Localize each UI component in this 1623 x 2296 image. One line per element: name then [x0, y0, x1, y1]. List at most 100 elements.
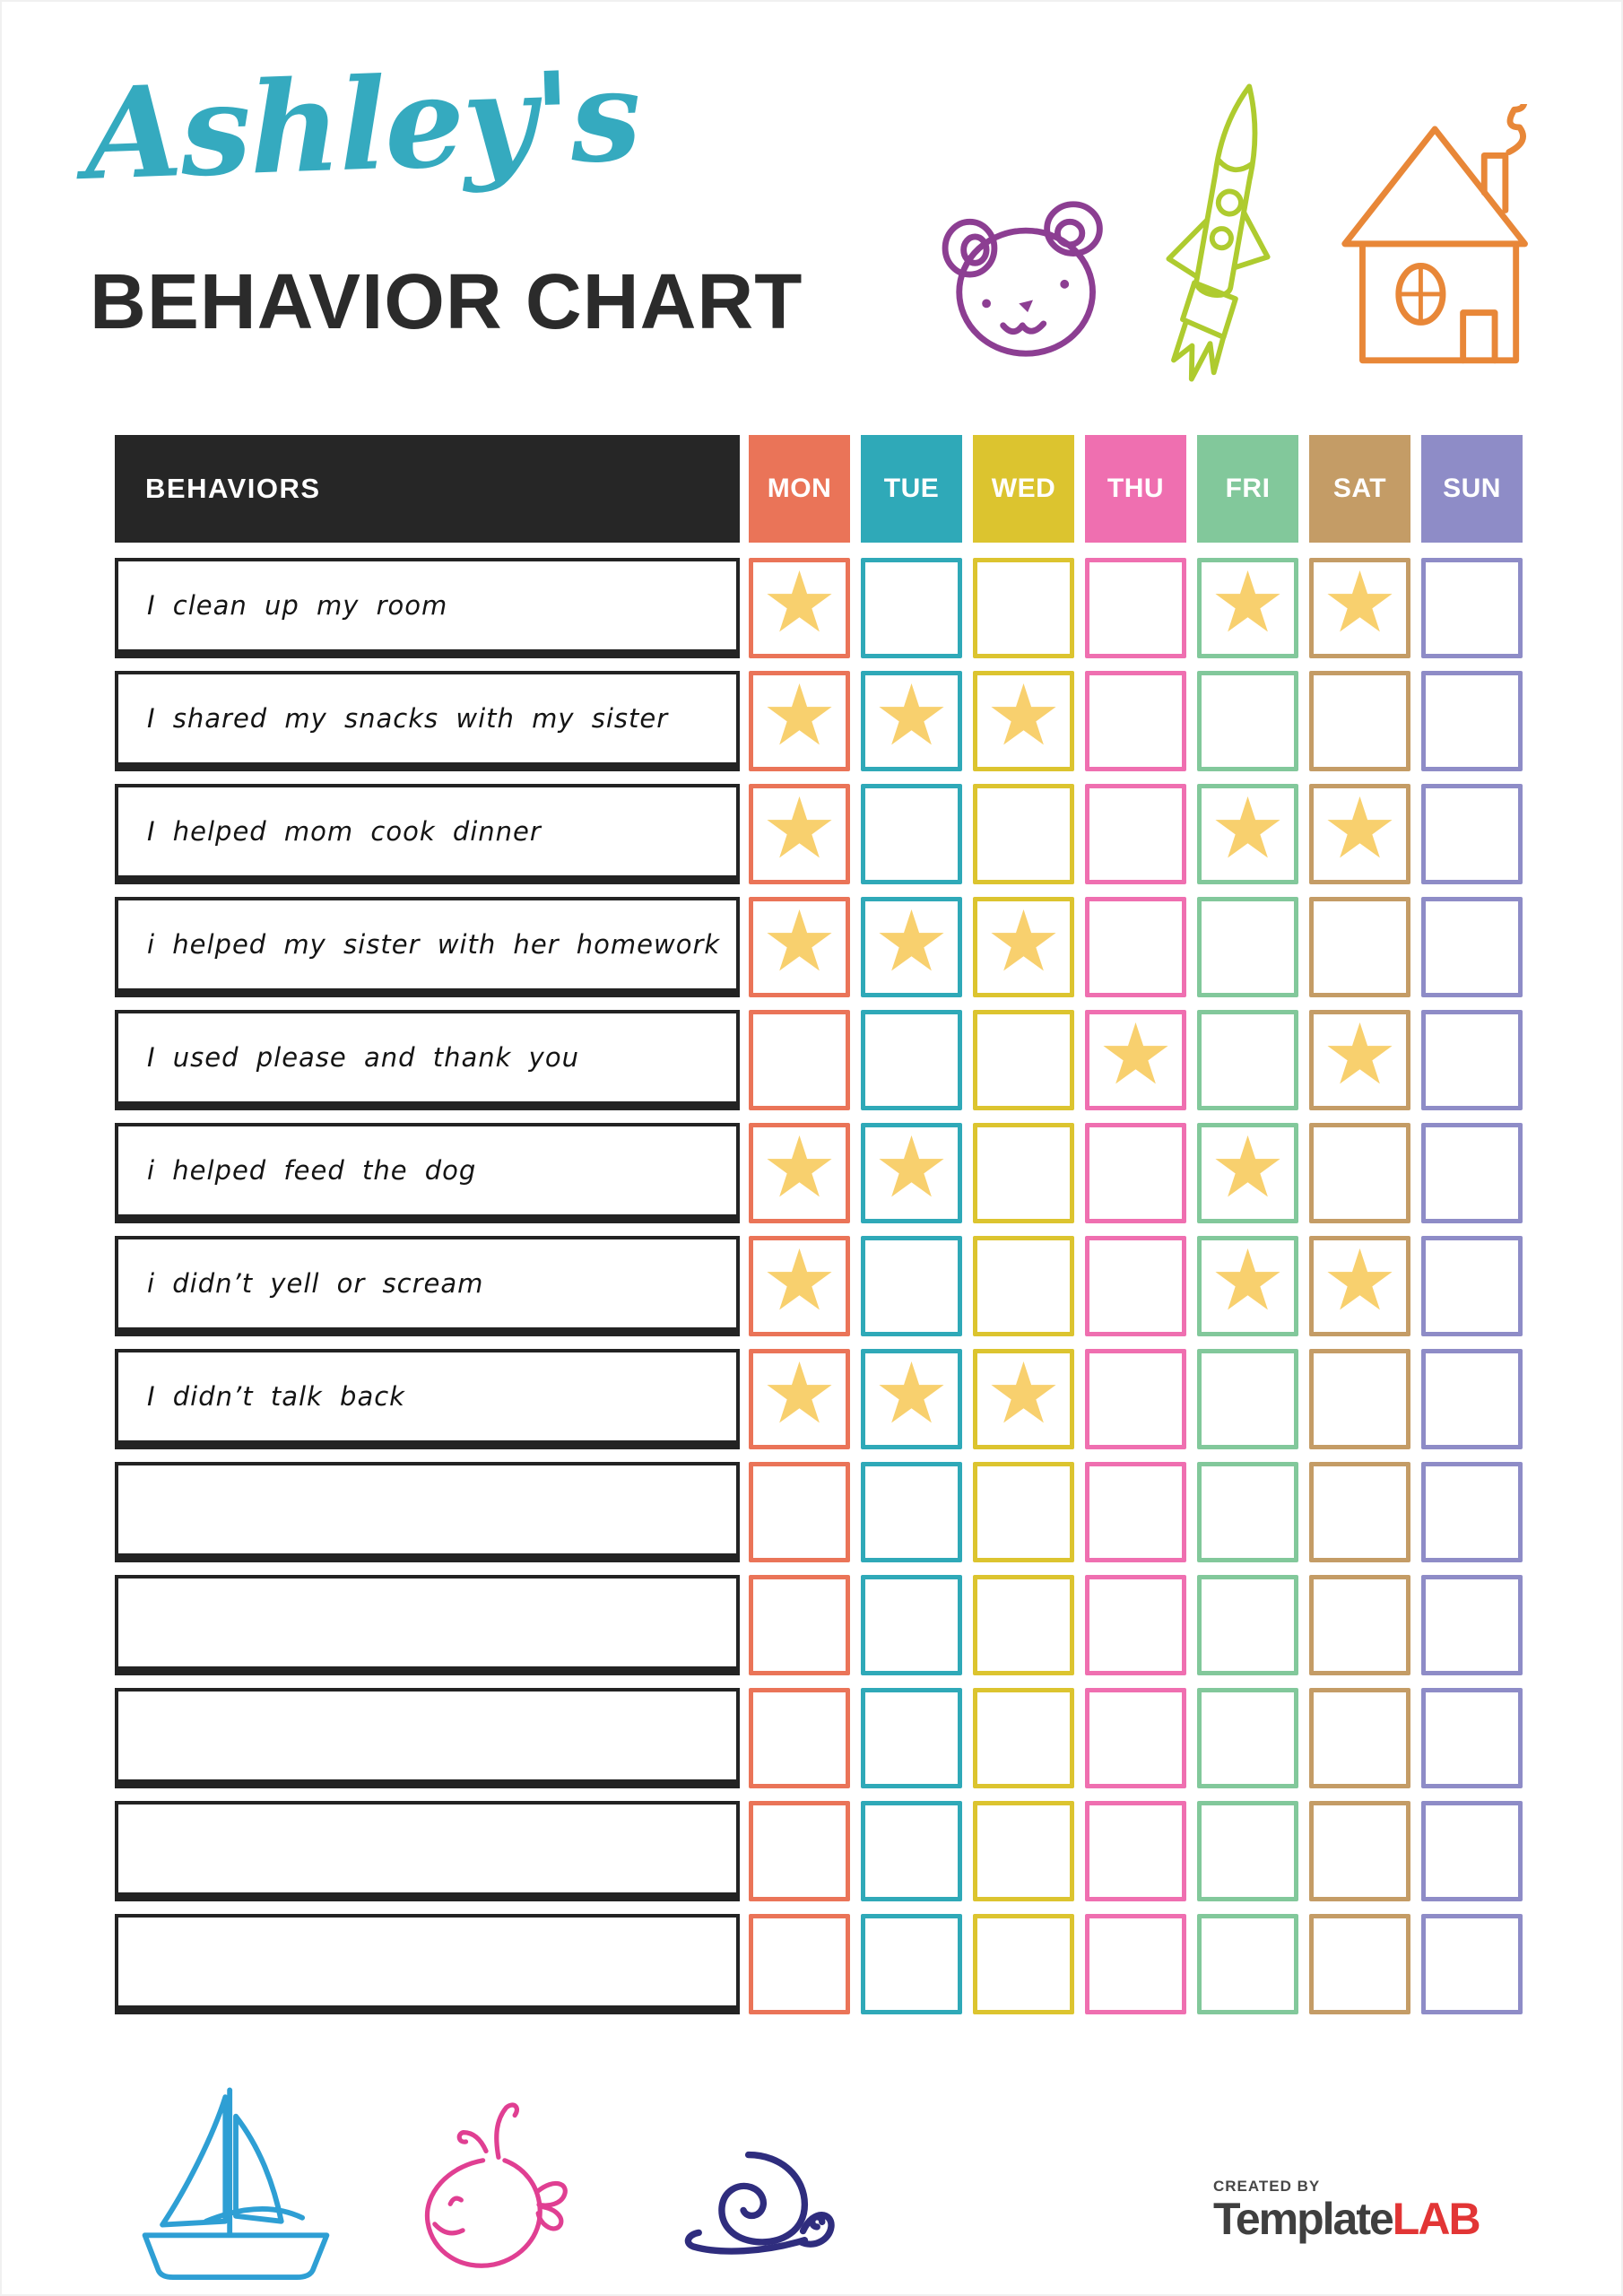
cell-row5-sun[interactable] [1421, 1010, 1523, 1110]
cell-row3-tue[interactable] [861, 784, 962, 884]
cell-row10-mon[interactable] [749, 1575, 850, 1675]
cell-row6-thu[interactable] [1085, 1123, 1186, 1223]
cell-row13-tue[interactable] [861, 1914, 962, 2014]
cell-row11-sat[interactable] [1309, 1688, 1410, 1788]
behavior-label-box[interactable]: i didn’t yell or scream [115, 1236, 740, 1336]
cell-row9-sun[interactable] [1421, 1462, 1523, 1562]
cell-row4-mon[interactable]: ★ [749, 897, 850, 997]
cell-row2-fri[interactable] [1197, 671, 1298, 771]
cell-row12-sun[interactable] [1421, 1801, 1523, 1901]
cell-row12-tue[interactable] [861, 1801, 962, 1901]
cell-row7-sun[interactable] [1421, 1236, 1523, 1336]
cell-row2-mon[interactable]: ★ [749, 671, 850, 771]
cell-row6-sat[interactable] [1309, 1123, 1410, 1223]
cell-row4-sun[interactable] [1421, 897, 1523, 997]
cell-row5-thu[interactable]: ★ [1085, 1010, 1186, 1110]
cell-row3-sun[interactable] [1421, 784, 1523, 884]
cell-row11-thu[interactable] [1085, 1688, 1186, 1788]
behavior-label-box[interactable]: I clean up my room [115, 558, 740, 658]
behavior-label-box[interactable]: I shared my snacks with my sister [115, 671, 740, 771]
cell-row8-sun[interactable] [1421, 1349, 1523, 1449]
cell-row1-fri[interactable]: ★ [1197, 558, 1298, 658]
cell-row6-sun[interactable] [1421, 1123, 1523, 1223]
cell-row7-mon[interactable]: ★ [749, 1236, 850, 1336]
cell-row1-thu[interactable] [1085, 558, 1186, 658]
behavior-label-box[interactable]: i helped my sister with her homework [115, 897, 740, 997]
cell-row3-wed[interactable] [973, 784, 1074, 884]
cell-row13-sat[interactable] [1309, 1914, 1410, 2014]
cell-row11-tue[interactable] [861, 1688, 962, 1788]
behavior-label-box[interactable] [115, 1575, 740, 1675]
cell-row11-wed[interactable] [973, 1688, 1074, 1788]
cell-row5-mon[interactable] [749, 1010, 850, 1110]
cell-row12-fri[interactable] [1197, 1801, 1298, 1901]
cell-row8-thu[interactable] [1085, 1349, 1186, 1449]
cell-row4-wed[interactable]: ★ [973, 897, 1074, 997]
cell-row9-wed[interactable] [973, 1462, 1074, 1562]
cell-row1-sat[interactable]: ★ [1309, 558, 1410, 658]
cell-row8-wed[interactable]: ★ [973, 1349, 1074, 1449]
cell-row6-mon[interactable]: ★ [749, 1123, 850, 1223]
cell-row4-fri[interactable] [1197, 897, 1298, 997]
cell-row10-thu[interactable] [1085, 1575, 1186, 1675]
cell-row8-mon[interactable]: ★ [749, 1349, 850, 1449]
behavior-label-box[interactable]: i helped feed the dog [115, 1123, 740, 1223]
behavior-label-box[interactable]: I used please and thank you [115, 1010, 740, 1110]
cell-row3-fri[interactable]: ★ [1197, 784, 1298, 884]
cell-row5-sat[interactable]: ★ [1309, 1010, 1410, 1110]
cell-row2-sat[interactable] [1309, 671, 1410, 771]
cell-row6-tue[interactable]: ★ [861, 1123, 962, 1223]
cell-row3-sat[interactable]: ★ [1309, 784, 1410, 884]
cell-row10-wed[interactable] [973, 1575, 1074, 1675]
cell-row9-thu[interactable] [1085, 1462, 1186, 1562]
cell-row2-wed[interactable]: ★ [973, 671, 1074, 771]
cell-row1-mon[interactable]: ★ [749, 558, 850, 658]
cell-row12-sat[interactable] [1309, 1801, 1410, 1901]
cell-row2-tue[interactable]: ★ [861, 671, 962, 771]
behavior-label-box[interactable] [115, 1688, 740, 1788]
cell-row7-fri[interactable]: ★ [1197, 1236, 1298, 1336]
cell-row2-thu[interactable] [1085, 671, 1186, 771]
cell-row9-sat[interactable] [1309, 1462, 1410, 1562]
cell-row5-tue[interactable] [861, 1010, 962, 1110]
behavior-label-box[interactable]: I didn’t talk back [115, 1349, 740, 1449]
cell-row1-sun[interactable] [1421, 558, 1523, 658]
cell-row1-wed[interactable] [973, 558, 1074, 658]
cell-row5-wed[interactable] [973, 1010, 1074, 1110]
cell-row4-sat[interactable] [1309, 897, 1410, 997]
cell-row10-sun[interactable] [1421, 1575, 1523, 1675]
cell-row2-sun[interactable] [1421, 671, 1523, 771]
cell-row6-wed[interactable] [973, 1123, 1074, 1223]
cell-row10-fri[interactable] [1197, 1575, 1298, 1675]
cell-row10-tue[interactable] [861, 1575, 962, 1675]
behavior-label-box[interactable] [115, 1914, 740, 2014]
cell-row9-mon[interactable] [749, 1462, 850, 1562]
cell-row11-fri[interactable] [1197, 1688, 1298, 1788]
cell-row13-sun[interactable] [1421, 1914, 1523, 2014]
cell-row11-mon[interactable] [749, 1688, 850, 1788]
cell-row3-thu[interactable] [1085, 784, 1186, 884]
cell-row8-fri[interactable] [1197, 1349, 1298, 1449]
cell-row13-wed[interactable] [973, 1914, 1074, 2014]
cell-row7-thu[interactable] [1085, 1236, 1186, 1336]
cell-row7-tue[interactable] [861, 1236, 962, 1336]
behavior-label-box[interactable] [115, 1462, 740, 1562]
cell-row4-thu[interactable] [1085, 897, 1186, 997]
cell-row7-wed[interactable] [973, 1236, 1074, 1336]
cell-row10-sat[interactable] [1309, 1575, 1410, 1675]
cell-row12-wed[interactable] [973, 1801, 1074, 1901]
cell-row13-mon[interactable] [749, 1914, 850, 2014]
cell-row12-mon[interactable] [749, 1801, 850, 1901]
cell-row9-tue[interactable] [861, 1462, 962, 1562]
cell-row9-fri[interactable] [1197, 1462, 1298, 1562]
cell-row8-sat[interactable] [1309, 1349, 1410, 1449]
cell-row1-tue[interactable] [861, 558, 962, 658]
cell-row7-sat[interactable]: ★ [1309, 1236, 1410, 1336]
cell-row4-tue[interactable]: ★ [861, 897, 962, 997]
cell-row8-tue[interactable]: ★ [861, 1349, 962, 1449]
cell-row13-fri[interactable] [1197, 1914, 1298, 2014]
cell-row11-sun[interactable] [1421, 1688, 1523, 1788]
cell-row3-mon[interactable]: ★ [749, 784, 850, 884]
behavior-label-box[interactable]: I helped mom cook dinner [115, 784, 740, 884]
cell-row13-thu[interactable] [1085, 1914, 1186, 2014]
